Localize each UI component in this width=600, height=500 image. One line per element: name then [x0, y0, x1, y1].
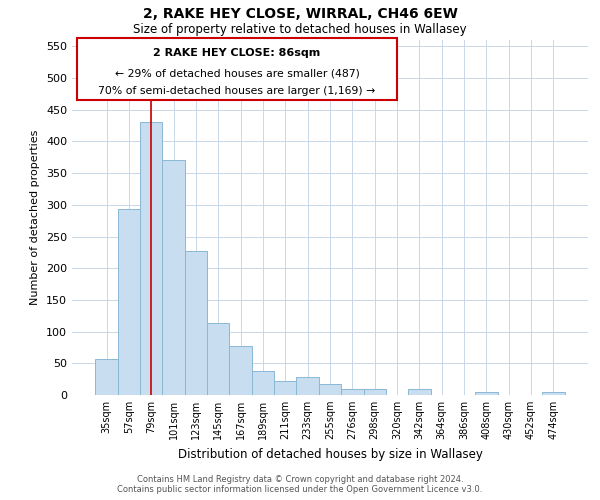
Y-axis label: Number of detached properties: Number of detached properties [31, 130, 40, 305]
Bar [475, 392, 497, 395]
Bar [252, 371, 274, 395]
Text: 70% of semi-detached houses are larger (1,169) →: 70% of semi-detached houses are larger (… [98, 86, 376, 96]
Text: ← 29% of detached houses are smaller (487): ← 29% of detached houses are smaller (48… [115, 68, 359, 78]
Bar [319, 384, 341, 395]
Text: Contains HM Land Registry data © Crown copyright and database right 2024.
Contai: Contains HM Land Registry data © Crown c… [118, 474, 482, 494]
Bar [542, 392, 565, 395]
Text: 2, RAKE HEY CLOSE, WIRRAL, CH46 6EW: 2, RAKE HEY CLOSE, WIRRAL, CH46 6EW [143, 8, 457, 22]
Bar [364, 388, 386, 395]
FancyBboxPatch shape [77, 38, 397, 100]
Bar [296, 376, 319, 395]
Text: 2 RAKE HEY CLOSE: 86sqm: 2 RAKE HEY CLOSE: 86sqm [154, 48, 321, 58]
Bar [229, 346, 252, 395]
Bar [408, 390, 431, 395]
Bar [274, 381, 296, 395]
Bar [185, 251, 207, 395]
Bar [118, 210, 140, 395]
Bar [163, 160, 185, 395]
Bar [95, 359, 118, 395]
Text: Size of property relative to detached houses in Wallasey: Size of property relative to detached ho… [133, 22, 467, 36]
Bar [207, 324, 229, 395]
X-axis label: Distribution of detached houses by size in Wallasey: Distribution of detached houses by size … [178, 448, 482, 460]
Bar [140, 122, 163, 395]
Bar [341, 388, 364, 395]
